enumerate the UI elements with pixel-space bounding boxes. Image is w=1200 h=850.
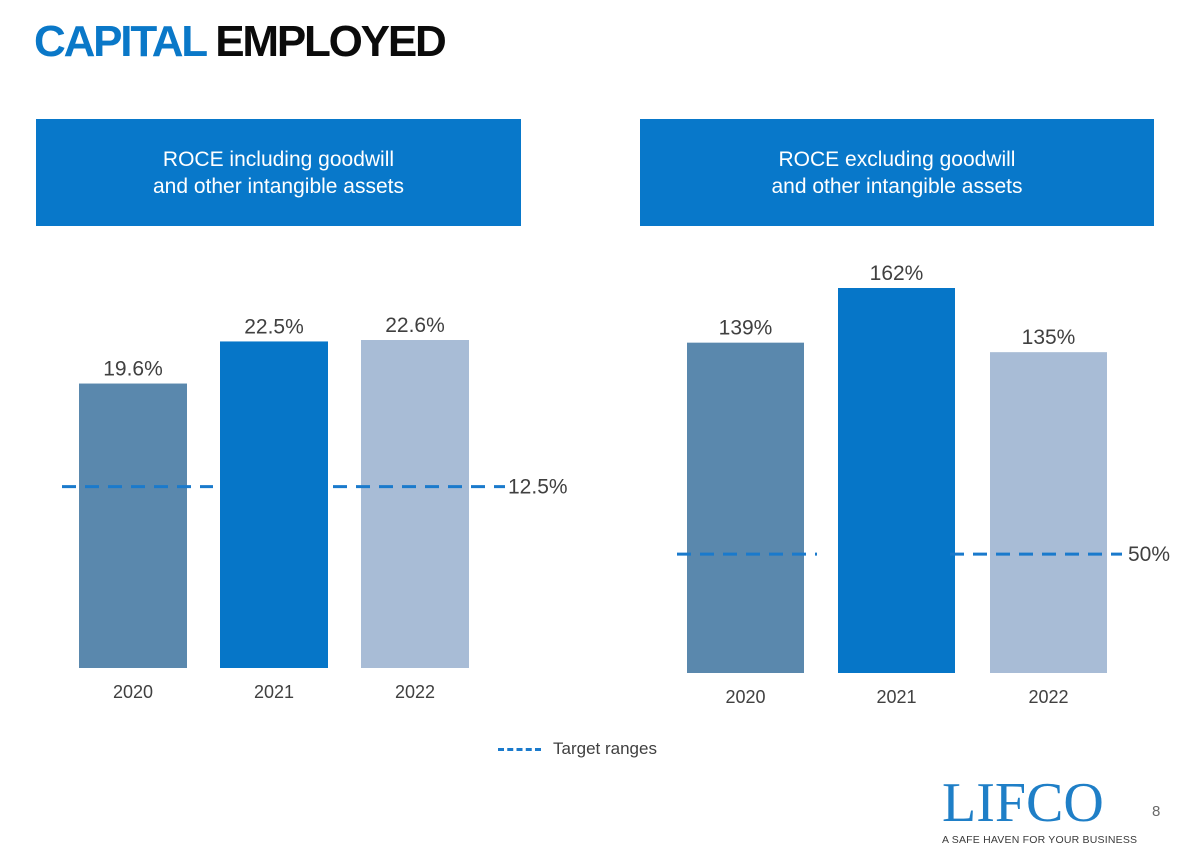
- right-bar-2021: [838, 288, 955, 673]
- left-category-label-2022: 2022: [395, 682, 435, 702]
- logo-tagline: A SAFE HAVEN FOR YOUR BUSINESS: [942, 834, 1138, 846]
- right-bar-chart: 139% 2020 162% 2021 135% 2022 50%: [677, 262, 1170, 707]
- right-chart-title-line-2: and other intangible assets: [771, 174, 1023, 198]
- right-chart-title-line-1: ROCE excluding goodwill: [778, 147, 1016, 171]
- right-chart-header: ROCE excluding goodwill and other intang…: [640, 119, 1154, 226]
- title-part-capital: CAPITAL: [34, 17, 207, 66]
- legend-label: Target ranges: [553, 739, 657, 758]
- right-value-label-2022: 135%: [1022, 326, 1076, 349]
- left-target-label: 12.5%: [508, 476, 568, 499]
- left-bar-2022: [361, 340, 469, 668]
- legend: Target ranges: [498, 738, 657, 760]
- left-category-label-2021: 2021: [254, 682, 294, 702]
- lifco-logo: LIFCO A SAFE HAVEN FOR YOUR BUSINESS: [942, 772, 1138, 846]
- right-category-label-2022: 2022: [1028, 687, 1068, 707]
- right-target-label: 50%: [1128, 543, 1170, 566]
- logo-wordmark: LIFCO: [942, 772, 1104, 834]
- page-number: 8: [1152, 803, 1161, 820]
- left-category-label-2020: 2020: [113, 682, 153, 702]
- right-bar-2022: [990, 352, 1107, 673]
- left-bar-chart: 19.6% 2020 22.5% 2021 22.6% 2022 12.5%: [62, 314, 568, 702]
- right-value-label-2020: 139%: [719, 317, 773, 340]
- left-chart-title-line-2: and other intangible assets: [152, 174, 404, 198]
- right-bar-2020: [687, 342, 804, 673]
- left-chart-header: ROCE including goodwill and other intang…: [36, 119, 521, 226]
- left-bar-2020: [79, 383, 187, 668]
- left-bar-2021: [220, 341, 328, 668]
- right-category-label-2021: 2021: [876, 687, 916, 707]
- left-value-label-2020: 19.6%: [103, 358, 163, 381]
- page-title: CAPITAL EMPLOYED: [34, 16, 447, 68]
- right-value-label-2021: 162%: [870, 262, 924, 285]
- title-part-employed: EMPLOYED: [215, 17, 447, 66]
- left-value-label-2021: 22.5%: [244, 315, 304, 338]
- left-chart-title-line-1: ROCE including goodwill: [162, 147, 395, 171]
- legend-dash-line-icon: [498, 747, 541, 751]
- left-value-label-2022: 22.6%: [385, 314, 445, 337]
- right-category-label-2020: 2020: [725, 687, 765, 707]
